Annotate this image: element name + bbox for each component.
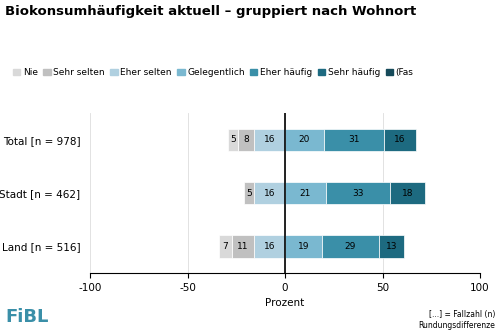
Text: Biokonsumhäufigkeit aktuell – gruppiert nach Wohnort: Biokonsumhäufigkeit aktuell – gruppiert … bbox=[5, 5, 416, 18]
Text: 16: 16 bbox=[264, 242, 275, 251]
Text: 18: 18 bbox=[402, 188, 413, 198]
Bar bbox=[218, 235, 232, 258]
Bar bbox=[285, 129, 324, 151]
Text: FiBL: FiBL bbox=[5, 308, 49, 326]
Text: [...] = Fallzahl (n)
Rundungsdifferenze: [...] = Fallzahl (n) Rundungsdifferenze bbox=[418, 310, 495, 330]
Bar bbox=[384, 129, 416, 151]
Text: 5: 5 bbox=[230, 135, 236, 145]
Bar bbox=[390, 182, 426, 204]
Bar bbox=[228, 129, 238, 151]
Text: 8: 8 bbox=[243, 135, 249, 145]
Text: 7: 7 bbox=[222, 242, 228, 251]
Text: 16: 16 bbox=[394, 135, 406, 145]
Text: 16: 16 bbox=[264, 188, 275, 198]
Text: 11: 11 bbox=[238, 242, 249, 251]
Text: 20: 20 bbox=[299, 135, 310, 145]
Text: 5: 5 bbox=[246, 188, 252, 198]
Bar bbox=[232, 235, 254, 258]
Bar bbox=[238, 129, 254, 151]
Bar bbox=[378, 235, 404, 258]
Bar bbox=[254, 129, 285, 151]
Text: 21: 21 bbox=[300, 188, 311, 198]
Bar bbox=[285, 235, 322, 258]
Bar bbox=[244, 182, 254, 204]
Legend: Nie, Sehr selten, Eher selten, Gelegentlich, Eher häufig, Sehr häufig, (Fas: Nie, Sehr selten, Eher selten, Gelegentl… bbox=[10, 65, 417, 81]
X-axis label: Prozent: Prozent bbox=[266, 298, 304, 308]
Text: 33: 33 bbox=[352, 188, 364, 198]
Bar bbox=[322, 235, 378, 258]
Bar bbox=[324, 129, 384, 151]
Text: 29: 29 bbox=[344, 242, 356, 251]
Text: 13: 13 bbox=[386, 242, 397, 251]
Text: 31: 31 bbox=[348, 135, 360, 145]
Bar bbox=[254, 182, 285, 204]
Bar bbox=[326, 182, 390, 204]
Text: 19: 19 bbox=[298, 242, 310, 251]
Text: 16: 16 bbox=[264, 135, 275, 145]
Bar bbox=[254, 235, 285, 258]
Bar bbox=[285, 182, 326, 204]
